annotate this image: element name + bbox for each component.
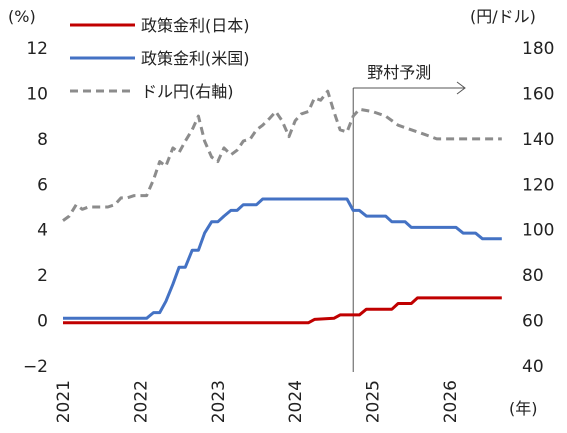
right-tick-label: 180 bbox=[522, 39, 554, 59]
legend-label-japan: 政策金利(日本) bbox=[141, 16, 250, 35]
series-group bbox=[62, 89, 502, 325]
x-tick-label: 2021 bbox=[54, 380, 74, 423]
left-tick-label: 2 bbox=[37, 266, 48, 286]
right-tick-label: 80 bbox=[522, 266, 544, 286]
left-axis-unit: (%) bbox=[8, 7, 36, 26]
x-tick-label: 2022 bbox=[131, 380, 151, 423]
forecast-label: 野村予測 bbox=[367, 63, 431, 82]
series-us-policy-rate bbox=[63, 197, 502, 320]
left-tick-label: 6 bbox=[37, 175, 48, 195]
left-tick-label: 8 bbox=[37, 130, 48, 150]
x-tick-label: 2026 bbox=[441, 380, 461, 423]
x-axis-ticks: 2021 2022 2023 2024 2025 2026 bbox=[54, 380, 461, 423]
x-axis-unit: (年) bbox=[509, 399, 538, 418]
forecast-arrowhead bbox=[456, 81, 466, 95]
left-tick-label: −2 bbox=[23, 357, 48, 377]
right-axis-ticks: 40 60 80 100 120 140 160 180 bbox=[522, 39, 554, 377]
left-tick-label: 4 bbox=[37, 221, 48, 241]
right-tick-label: 40 bbox=[522, 357, 544, 377]
legend-label-us: 政策金利(米国) bbox=[141, 49, 250, 68]
x-tick-label: 2024 bbox=[286, 380, 306, 423]
series-japan-policy-rate bbox=[63, 296, 502, 325]
right-tick-label: 60 bbox=[522, 312, 544, 332]
right-tick-label: 160 bbox=[522, 84, 554, 104]
left-axis-ticks: −2 0 2 4 6 8 10 12 bbox=[23, 39, 48, 377]
right-tick-label: 120 bbox=[522, 175, 554, 195]
left-tick-label: 12 bbox=[26, 39, 48, 59]
series-usdjpy bbox=[62, 89, 502, 222]
right-tick-label: 140 bbox=[522, 130, 554, 150]
right-tick-label: 100 bbox=[522, 221, 554, 241]
legend: 政策金利(日本) 政策金利(米国) ドル円(右軸) bbox=[70, 16, 250, 101]
x-tick-label: 2025 bbox=[364, 380, 384, 423]
right-axis-unit: (円/ドル) bbox=[470, 7, 536, 26]
left-tick-label: 0 bbox=[37, 312, 48, 332]
legend-label-usdjpy: ドル円(右軸) bbox=[141, 82, 234, 101]
x-tick-label: 2023 bbox=[209, 380, 229, 423]
left-tick-label: 10 bbox=[26, 84, 48, 104]
